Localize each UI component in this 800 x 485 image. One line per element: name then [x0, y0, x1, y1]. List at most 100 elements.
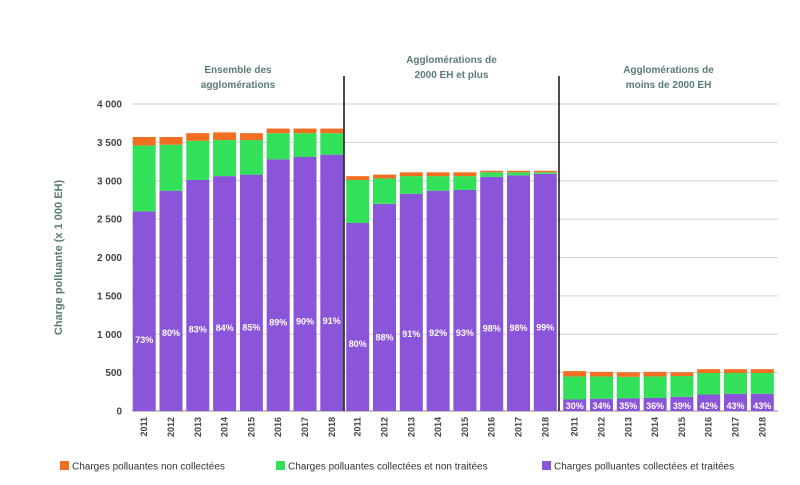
x-tick-label: 2015 [246, 417, 256, 437]
x-tick-label: 2016 [487, 417, 497, 437]
bar-segment-collectees-non-traitees [293, 133, 317, 157]
percent-label: 36% [646, 401, 664, 411]
percent-label: 34% [592, 401, 610, 411]
bar-segment-collectees-traitees [159, 190, 183, 411]
x-tick-label: 2011 [353, 417, 363, 437]
legend-item: Charges polluantes collectées et non tra… [276, 461, 488, 473]
percent-label: 73% [135, 335, 153, 345]
bar-segment-non-collectees [132, 137, 156, 146]
percent-label: 80% [349, 339, 367, 349]
bar-segment-non-collectees [590, 371, 613, 377]
bar-segment-non-collectees [563, 371, 587, 377]
bar-segment-collectees-non-traitees [346, 179, 370, 223]
y-tick-label: 1 500 [97, 291, 122, 302]
bar-segment-collectees-non-traitees [750, 373, 774, 394]
bar-segment-non-collectees [670, 372, 694, 377]
bar-segment-non-collectees [724, 369, 747, 374]
bar-segment-collectees-traitees [132, 211, 156, 411]
x-tick-label: 2018 [540, 417, 550, 437]
bar-segment-collectees-non-traitees [643, 376, 667, 398]
panel-title-line: 2000 EH et plus [415, 70, 489, 81]
bar-segment-collectees-traitees [590, 398, 613, 411]
percent-label: 85% [242, 323, 260, 333]
y-axis-ticks: 0 500 1 000 1 500 2 000 2 500 3 000 3 500 4 000 [97, 100, 122, 418]
bar-segment-non-collectees [186, 133, 210, 141]
x-tick-label: 2011 [139, 417, 149, 437]
bar-segment-collectees-traitees [750, 393, 774, 411]
x-tick-label: 2013 [193, 417, 203, 437]
y-tick-label: 2 000 [97, 253, 122, 264]
panel-title-line: moins de 2000 EH [626, 80, 712, 91]
bar-segment-non-collectees [293, 128, 317, 134]
percent-label: 42% [700, 401, 718, 411]
bar-segment-non-collectees [320, 128, 344, 134]
percent-label: 39% [673, 401, 691, 411]
bar-segment-collectees-traitees [399, 193, 423, 411]
legend-item: Charges polluantes non collectées [60, 461, 225, 473]
bar-segment-non-collectees [533, 170, 557, 173]
percent-label: 98% [483, 323, 501, 333]
bar-segment-non-collectees [213, 132, 237, 141]
percent-label: 93% [456, 328, 474, 338]
bar-segment-collectees-traitees [480, 176, 504, 411]
legend-swatch [60, 461, 69, 470]
bar-segment-collectees-non-traitees [616, 376, 640, 399]
percent-label: 98% [509, 323, 527, 333]
bar-segment-collectees-traitees [320, 154, 344, 411]
bar-segment-non-collectees [346, 176, 370, 180]
panel-title: Agglomérations de moins de 2000 EH [623, 65, 714, 91]
percent-label: 90% [296, 317, 314, 327]
x-tick-label: 2015 [677, 417, 687, 437]
legend-swatch [276, 461, 285, 470]
bar-segment-collectees-traitees [724, 393, 747, 411]
x-tick-label: 2017 [300, 417, 310, 437]
panel-title-line: agglomérations [201, 80, 276, 91]
bar-segment-collectees-non-traitees [159, 144, 183, 191]
bar-segment-collectees-non-traitees [533, 172, 557, 174]
bar-segment-collectees-non-traitees [213, 140, 237, 177]
y-tick-label: 3 000 [97, 176, 122, 187]
percent-label: 30% [566, 401, 584, 411]
bar-segment-collectees-traitees [346, 222, 370, 411]
panel-title-line: Ensemble des [204, 65, 272, 76]
legend-swatch [542, 461, 551, 470]
bar-segment-collectees-non-traitees [320, 133, 344, 155]
bar-segment-collectees-traitees [426, 190, 450, 411]
bar-segment-collectees-non-traitees [373, 178, 396, 204]
bar-segment-collectees-non-traitees [563, 376, 587, 400]
x-tick-label: 2016 [704, 417, 714, 437]
bar-segment-non-collectees [480, 170, 504, 173]
y-tick-label: 2 500 [97, 215, 122, 226]
bar-segment-collectees-non-traitees [239, 140, 263, 175]
percent-label: 89% [269, 317, 287, 327]
legend-item: Charges polluantes collectées et traitée… [542, 461, 734, 473]
percent-label: 91% [402, 329, 420, 339]
panel-title: Ensemble des agglomérations [201, 65, 276, 91]
bar-segment-collectees-non-traitees [266, 133, 290, 160]
x-tick-label: 2018 [327, 417, 337, 437]
percent-label: 92% [429, 328, 447, 338]
bar-segment-collectees-non-traitees [132, 145, 156, 212]
bar-segment-collectees-traitees [186, 179, 210, 411]
x-tick-label: 2013 [406, 417, 416, 437]
bar-segment-collectees-non-traitees [507, 172, 530, 176]
bar-segment-collectees-traitees [616, 398, 640, 411]
percent-label: 43% [753, 401, 771, 411]
y-tick-label: 3 500 [97, 138, 122, 149]
chart-panel: Agglomérations de 2000 EH et plus 80% 2011 8… [346, 55, 557, 437]
bar-segment-collectees-non-traitees [697, 373, 721, 395]
bar-segment-collectees-traitees [643, 397, 667, 411]
panel-title-line: Agglomérations de [406, 55, 497, 66]
bar-segment-non-collectees [750, 369, 774, 374]
x-tick-label: 2011 [570, 417, 580, 437]
bar-segment-collectees-non-traitees [453, 176, 477, 190]
x-tick-label: 2014 [220, 417, 230, 437]
bar-segment-non-collectees [453, 172, 477, 177]
x-tick-label: 2018 [757, 417, 767, 437]
x-tick-label: 2012 [380, 417, 390, 437]
bar-segment-non-collectees [507, 170, 530, 173]
bar-segment-collectees-non-traitees [426, 176, 450, 191]
percent-label: 84% [216, 323, 234, 333]
x-tick-label: 2012 [597, 417, 607, 437]
bar-segment-collectees-non-traitees [724, 373, 747, 394]
